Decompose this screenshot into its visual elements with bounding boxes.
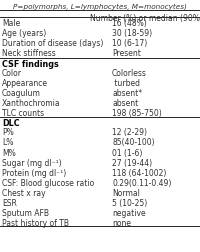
Text: negative: negative [112, 208, 146, 217]
Text: Colorless: Colorless [112, 68, 147, 77]
Text: DLC: DLC [2, 119, 20, 128]
Text: 85(40-100): 85(40-100) [112, 138, 155, 147]
Text: 198 (85-750): 198 (85-750) [112, 109, 162, 118]
Text: 10 (6-17): 10 (6-17) [112, 39, 147, 48]
Text: P%: P% [2, 128, 14, 137]
Text: 01 (1-6): 01 (1-6) [112, 148, 142, 157]
Text: Chest x ray: Chest x ray [2, 188, 46, 197]
Text: 30 (18-59): 30 (18-59) [112, 29, 152, 38]
Text: CSF findings: CSF findings [2, 59, 59, 69]
Text: 0.29(0.11-0.49): 0.29(0.11-0.49) [112, 178, 171, 187]
Text: TLC counts: TLC counts [2, 109, 44, 118]
Text: Male: Male [2, 19, 20, 28]
Text: absent*: absent* [112, 88, 142, 98]
Text: ESR: ESR [2, 198, 17, 207]
Text: absent: absent [112, 99, 138, 108]
Text: Sugar (mg dl⁻¹): Sugar (mg dl⁻¹) [2, 158, 62, 167]
Text: Age (years): Age (years) [2, 29, 46, 38]
Text: Coagulum: Coagulum [2, 88, 41, 98]
Text: M%: M% [2, 148, 16, 157]
Text: 118 (64-1002): 118 (64-1002) [112, 168, 166, 177]
Text: 27 (19-44): 27 (19-44) [112, 158, 152, 167]
Text: Normal: Normal [112, 188, 140, 197]
Text: 5 (10-25): 5 (10-25) [112, 198, 147, 207]
Text: Past history of TB: Past history of TB [2, 218, 69, 228]
Text: Xanthochromia: Xanthochromia [2, 99, 61, 108]
Text: turbed: turbed [112, 78, 140, 87]
Text: Duration of disease (days): Duration of disease (days) [2, 39, 103, 48]
Text: Sputum AFB: Sputum AFB [2, 208, 49, 217]
Text: Neck stiffness: Neck stiffness [2, 49, 56, 58]
Text: Color: Color [2, 68, 22, 77]
Text: 16 (48%): 16 (48%) [112, 19, 147, 28]
Text: 12 (2-29): 12 (2-29) [112, 128, 147, 137]
Text: CSF: Blood glucose ratio: CSF: Blood glucose ratio [2, 178, 94, 187]
Text: L%: L% [2, 138, 13, 147]
Text: P=polymorphs, L=lymphocytes, M=monocytes): P=polymorphs, L=lymphocytes, M=monocytes… [13, 4, 187, 10]
Text: Protein (mg dl⁻¹): Protein (mg dl⁻¹) [2, 168, 66, 177]
Text: Appearance: Appearance [2, 78, 48, 87]
Text: Present: Present [112, 49, 141, 58]
Text: Number (%) or median (90%range): Number (%) or median (90%range) [90, 14, 200, 23]
Text: none: none [112, 218, 131, 228]
